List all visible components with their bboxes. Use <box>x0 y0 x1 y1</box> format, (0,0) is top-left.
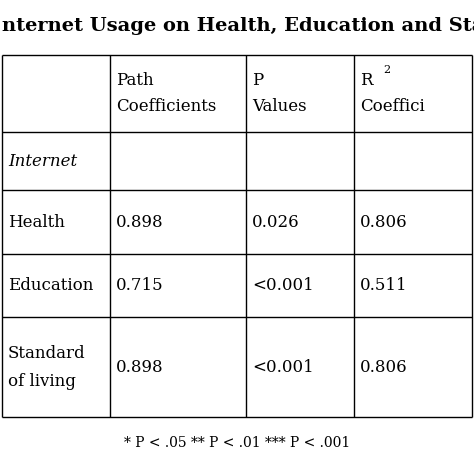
Text: 0.026: 0.026 <box>252 214 300 231</box>
Text: 0.898: 0.898 <box>116 359 164 376</box>
Text: 0.715: 0.715 <box>116 277 164 294</box>
Text: Coeffici: Coeffici <box>360 98 425 115</box>
Text: Internet: Internet <box>8 153 77 170</box>
Text: <0.001: <0.001 <box>252 359 314 376</box>
Text: nternet Usage on Health, Education and Sta: nternet Usage on Health, Education and S… <box>2 17 474 35</box>
Text: * P < .05 ** P < .01 *** P < .001: * P < .05 ** P < .01 *** P < .001 <box>124 436 350 450</box>
Text: 0.806: 0.806 <box>360 214 408 231</box>
Text: Path: Path <box>116 72 154 89</box>
Text: P: P <box>252 72 264 89</box>
Text: 2: 2 <box>383 65 390 75</box>
Text: Education: Education <box>8 277 93 294</box>
Text: Values: Values <box>252 98 307 115</box>
Text: R: R <box>360 72 373 89</box>
Text: Standard: Standard <box>8 345 86 362</box>
Text: 0.511: 0.511 <box>360 277 408 294</box>
Text: <0.001: <0.001 <box>252 277 314 294</box>
Text: Coefficients: Coefficients <box>116 98 216 115</box>
Text: Health: Health <box>8 214 65 231</box>
Text: 0.898: 0.898 <box>116 214 164 231</box>
Text: of living: of living <box>8 373 76 390</box>
Text: 0.806: 0.806 <box>360 359 408 376</box>
